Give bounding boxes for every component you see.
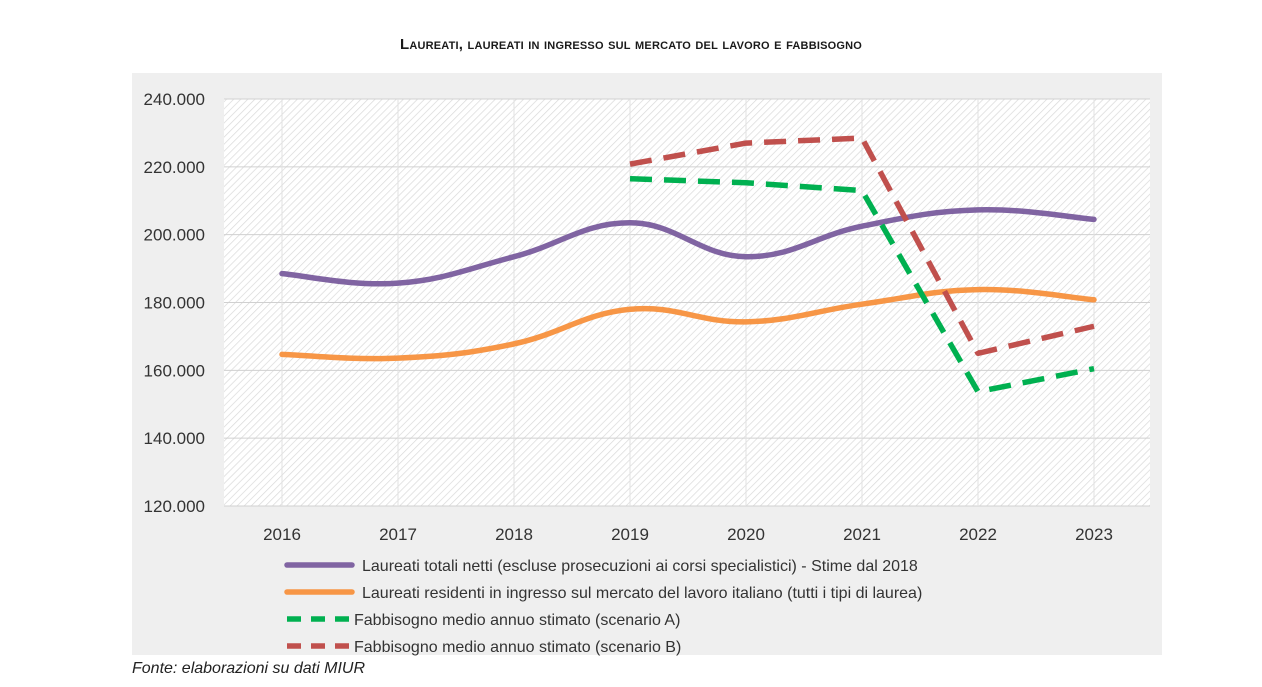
x-tick-label: 2020: [727, 525, 765, 544]
y-tick-label: 140.000: [144, 429, 205, 448]
x-tick-label: 2017: [379, 525, 417, 544]
x-tick-label: 2016: [263, 525, 301, 544]
chart-title: Laureati, laureati in ingresso sul merca…: [399, 36, 863, 53]
y-axis-ticks: 120.000 140.000 160.000 180.000 200.000 220.0…: [144, 90, 205, 516]
x-tick-label: 2019: [611, 525, 649, 544]
x-tick-label: 2022: [959, 525, 997, 544]
y-tick-label: 120.000: [144, 497, 205, 516]
y-tick-label: 160.000: [144, 361, 205, 380]
x-tick-label: 2023: [1075, 525, 1113, 544]
series-line-3: [629, 175, 1095, 395]
series-line-2: [279, 286, 1097, 362]
y-tick-label: 240.000: [144, 90, 205, 109]
source-note: Fonte: elaborazioni su dati MIUR: [132, 660, 365, 677]
legend-label-2: Laureati residenti in ingresso sul merca…: [362, 585, 922, 602]
series-line-1: [279, 207, 1097, 287]
legend: Laureati totali netti (escluse prosecuzi…: [284, 558, 922, 656]
series-lines: [279, 135, 1097, 395]
x-tick-label: 2021: [843, 525, 881, 544]
legend-label-3: Fabbisogno medio annuo stimato (scenario…: [354, 612, 680, 629]
x-tick-label: 2018: [495, 525, 533, 544]
x-axis-ticks: 2016 2017 2018 2019 2020 2021 2022 2023: [263, 525, 1113, 544]
legend-label-4: Fabbisogno medio annuo stimato (scenario…: [354, 639, 681, 656]
gridlines: [224, 98, 1150, 507]
series-line-4: [629, 135, 1095, 357]
y-tick-label: 180.000: [144, 294, 205, 313]
y-tick-label: 220.000: [144, 158, 205, 177]
legend-label-1: Laureati totali netti (escluse prosecuzi…: [362, 558, 918, 575]
y-tick-label: 200.000: [144, 226, 205, 245]
